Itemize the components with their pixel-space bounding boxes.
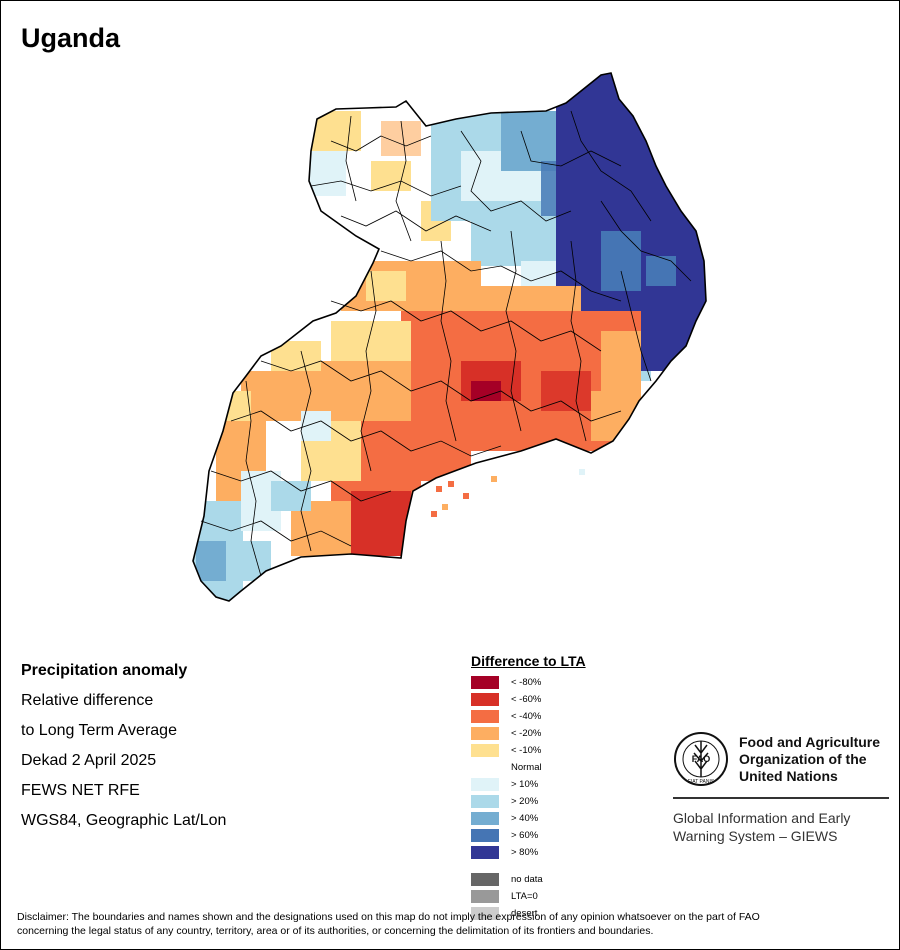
legend-swatch — [471, 873, 499, 886]
district-boundaries — [200, 110, 692, 577]
legend-label: LTA=0 — [511, 891, 538, 902]
legend-label: < -20% — [511, 728, 542, 739]
legend-label: < -10% — [511, 745, 542, 756]
legend-swatch — [471, 907, 499, 920]
svg-text:FIAT PANIS: FIAT PANIS — [688, 779, 715, 785]
info-source: FEWS NET RFE — [21, 782, 140, 799]
legend-swatch — [471, 710, 499, 723]
legend: Difference to LTA < -80% < -60% < -40% < -2… — [471, 653, 586, 922]
giews-name: Global Information and Early Warning Sys… — [673, 810, 851, 844]
map-info-block: Precipitation anomaly Relative differenc… — [21, 656, 226, 836]
legend-item: no data — [471, 871, 586, 888]
legend-label: < -60% — [511, 694, 542, 705]
legend-label: < -80% — [511, 677, 542, 688]
fao-logo-icon: FAO FIAT PANIS — [674, 732, 728, 786]
legend-item: < -80% — [471, 674, 586, 691]
legend-extras: no data LTA=0 desert — [471, 871, 586, 922]
legend-item: < -60% — [471, 691, 586, 708]
legend-label: no data — [511, 874, 543, 885]
legend-item: > 10% — [471, 776, 586, 793]
anomaly-field — [193, 73, 706, 601]
legend-label: > 80% — [511, 847, 539, 858]
legend-swatch — [471, 795, 499, 808]
legend-item: > 80% — [471, 844, 586, 861]
legend-item: desert — [471, 905, 586, 922]
legend-label: > 40% — [511, 813, 539, 824]
uganda-anomaly-map — [192, 72, 707, 602]
legend-swatch — [471, 676, 499, 689]
disclaimer: Disclaimer: The boundaries and names sho… — [17, 911, 760, 937]
legend-swatch — [471, 890, 499, 903]
legend-item: > 60% — [471, 827, 586, 844]
legend-swatch — [471, 778, 499, 791]
map-title: Uganda — [21, 23, 121, 53]
legend-label: < -40% — [511, 711, 542, 722]
fao-divider — [673, 797, 889, 799]
legend-item: > 40% — [471, 810, 586, 827]
fao-branding: FAO FIAT PANIS Food and Agriculture Orga… — [673, 731, 889, 845]
legend-item: < -10% — [471, 742, 586, 759]
legend-label: > 20% — [511, 796, 539, 807]
legend-rows: < -80% < -60% < -40% < -20% < -10% Normal > 10… — [471, 674, 586, 861]
legend-label: > 60% — [511, 830, 539, 841]
legend-item: LTA=0 — [471, 888, 586, 905]
legend-swatch — [471, 727, 499, 740]
legend-label: desert — [511, 908, 538, 919]
legend-label: > 10% — [511, 779, 539, 790]
legend-swatch — [471, 846, 499, 859]
legend-item: < -40% — [471, 708, 586, 725]
legend-swatch — [471, 744, 499, 757]
svg-text:FAO: FAO — [692, 754, 711, 764]
legend-swatch — [471, 761, 499, 774]
fao-organization-name: Food and Agriculture Organization of the… — [739, 733, 881, 784]
legend-title: Difference to LTA — [471, 653, 586, 669]
legend-swatch — [471, 812, 499, 825]
legend-swatch — [471, 829, 499, 842]
info-projection: WGS84, Geographic Lat/Lon — [21, 812, 227, 829]
lake-victoria-pixels — [431, 469, 585, 517]
legend-swatch — [471, 693, 499, 706]
legend-item: Normal — [471, 759, 586, 776]
info-period: Dekad 2 April 2025 — [21, 752, 157, 769]
legend-item: < -20% — [471, 725, 586, 742]
info-description-1: Relative difference — [21, 692, 154, 709]
info-description-2: to Long Term Average — [21, 722, 177, 739]
legend-item: > 20% — [471, 793, 586, 810]
info-product: Precipitation anomaly — [21, 662, 188, 679]
legend-label: Normal — [511, 762, 542, 773]
